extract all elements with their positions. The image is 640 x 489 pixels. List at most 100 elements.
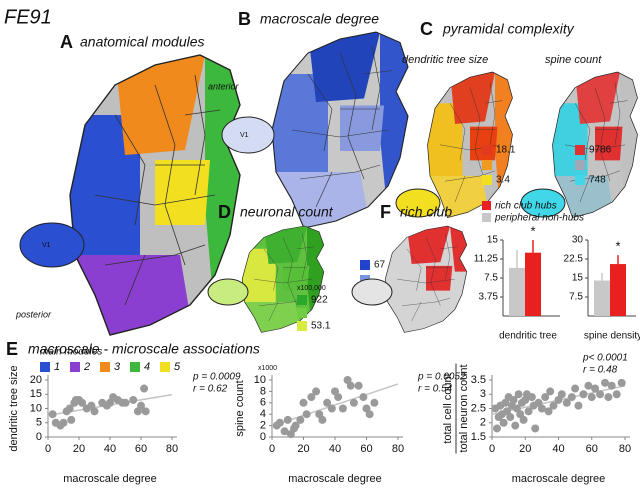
- data-point: [354, 381, 363, 390]
- bar: [594, 280, 610, 316]
- legend-label: rich club hubs: [495, 201, 557, 212]
- legend-swatch: [40, 362, 50, 372]
- x-tick-label: 80: [619, 443, 631, 455]
- data-point: [59, 418, 68, 427]
- legend-swatch: [360, 260, 370, 270]
- data-point: [601, 378, 610, 387]
- y-tick-label: 0: [260, 431, 266, 443]
- y-tick-label: 5: [36, 417, 42, 429]
- x-tick-label: 0: [489, 443, 495, 455]
- legend-label: 53.1: [311, 321, 331, 332]
- data-point: [531, 424, 540, 433]
- y-tick-label: 2: [480, 417, 486, 429]
- y-tick-label: 22.5: [564, 254, 584, 265]
- data-point: [596, 390, 605, 399]
- data-point: [283, 415, 292, 424]
- data-point: [78, 398, 87, 407]
- x-tick-label: 60: [586, 443, 598, 455]
- data-point: [574, 401, 583, 410]
- data-point: [607, 381, 616, 390]
- y-tick-label: 2.5: [471, 402, 486, 414]
- x-axis-label: macroscale degree: [288, 473, 382, 485]
- data-point: [617, 378, 626, 387]
- v1-area: [207, 278, 249, 306]
- data-point: [562, 398, 571, 407]
- data-point: [591, 384, 600, 393]
- x-tick-label: 20: [297, 443, 309, 455]
- data-point: [129, 395, 138, 404]
- data-point: [527, 393, 536, 402]
- legend-swatch: [482, 145, 492, 155]
- data-point: [557, 390, 566, 399]
- legend-swatch: [575, 160, 585, 170]
- y-tick-label: 3: [480, 388, 486, 400]
- panel-letter: F: [380, 202, 391, 222]
- data-point: [612, 390, 621, 399]
- x-tick-label: 60: [135, 443, 147, 455]
- data-point: [65, 404, 74, 413]
- stat-annotation: r = 0.62: [193, 384, 228, 395]
- data-point: [546, 387, 555, 396]
- y-axis-label: total neuron count: [458, 364, 470, 452]
- data-point: [338, 404, 347, 413]
- x-tick-label: 0: [45, 443, 51, 455]
- data-point: [511, 421, 520, 430]
- panel-letter: C: [420, 19, 433, 39]
- y-tick-label: 8: [260, 385, 266, 397]
- data-point: [140, 384, 149, 393]
- legend-swatch: [482, 160, 492, 170]
- v1-area: [19, 222, 85, 268]
- y-tick-label: 3.5: [471, 374, 486, 386]
- x-axis-label: dendritic tree: [499, 331, 557, 342]
- significance-mark: *: [615, 239, 620, 254]
- data-point: [334, 393, 343, 402]
- panel-letter: A: [60, 32, 73, 52]
- data-point: [141, 407, 150, 416]
- stat-annotation: p< 0.0001: [582, 353, 628, 364]
- x-tick-label: 20: [519, 443, 531, 455]
- data-point: [291, 421, 300, 430]
- y-tick-label: 10: [254, 374, 266, 386]
- data-point: [506, 413, 515, 422]
- data-point: [567, 393, 576, 402]
- y-tick-label: 7.5: [484, 273, 498, 284]
- legend-swatch: [482, 201, 491, 210]
- data-point: [549, 401, 558, 410]
- data-point: [579, 390, 588, 399]
- y-tick-label: 2: [260, 420, 266, 432]
- bar: [525, 252, 541, 316]
- panel-title: neuronal count: [240, 204, 334, 220]
- data-point: [307, 393, 316, 402]
- x-tick-label: 40: [329, 443, 341, 455]
- data-point: [318, 415, 327, 424]
- legend: 922 53.1: [297, 295, 331, 332]
- bar: [610, 264, 626, 316]
- panel-subtitle: dendritic tree size: [402, 54, 488, 66]
- x-axis-label: spine density: [584, 331, 640, 342]
- data-point: [48, 410, 57, 419]
- orientation-label: anterior: [208, 81, 240, 91]
- legend-swatch: [297, 321, 307, 331]
- data-point: [492, 424, 501, 433]
- legend-label: 3: [114, 361, 121, 373]
- data-point: [90, 407, 99, 416]
- y-tick-label: 3.75: [479, 292, 499, 303]
- data-point: [537, 404, 546, 413]
- y-axis-label: dendritic tree size: [8, 365, 20, 451]
- legend-label: 748: [589, 175, 606, 186]
- y-tick-label: 6: [260, 397, 266, 409]
- trend-line: [271, 383, 399, 427]
- data-point: [67, 415, 76, 424]
- y-tick-label: 15: [572, 273, 584, 284]
- data-point: [514, 390, 523, 399]
- data-point: [359, 393, 368, 402]
- legend-unit: x100,000: [297, 285, 326, 292]
- data-point: [365, 410, 374, 419]
- brain-map: [384, 225, 468, 333]
- y-axis-label: spine count: [234, 380, 246, 436]
- x-tick-label: 20: [73, 443, 85, 455]
- x-tick-label: 40: [104, 443, 116, 455]
- x-tick-label: 80: [392, 443, 404, 455]
